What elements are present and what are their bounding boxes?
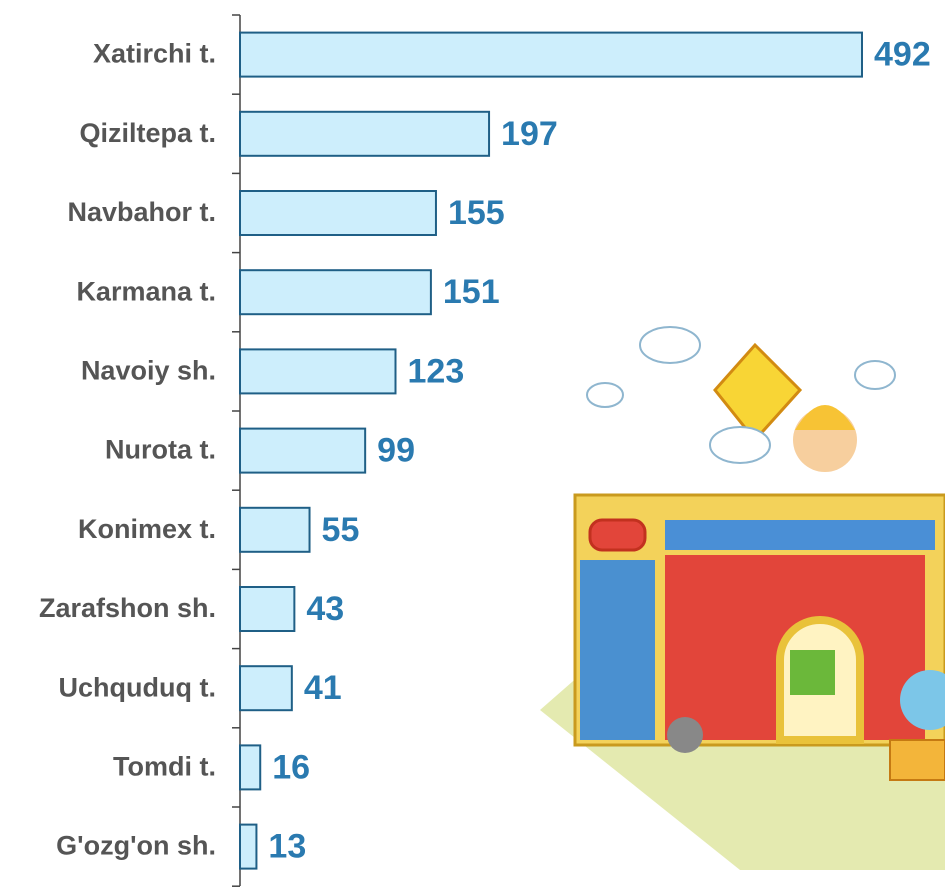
category-label: Zarafshon sh.: [39, 593, 216, 623]
category-label: Navbahor t.: [67, 197, 216, 227]
bar: [239, 31, 863, 78]
bar: [239, 110, 491, 157]
category-label: Nurota t.: [105, 435, 216, 465]
bar: [239, 586, 296, 632]
value-label: 151: [443, 273, 500, 311]
bar: [239, 269, 432, 316]
bar: [239, 190, 437, 236]
category-label: Karmana t.: [76, 276, 216, 306]
bar: [239, 348, 397, 395]
value-label: 55: [322, 511, 360, 549]
value-label: 99: [377, 432, 415, 470]
category-label: Uchquduq t.: [59, 672, 216, 702]
value-label: 43: [306, 590, 344, 628]
category-label: Navoiy sh.: [81, 356, 216, 386]
category-label: G'ozg'on sh.: [56, 831, 216, 861]
bar: [239, 665, 293, 712]
category-label: Xatirchi t.: [93, 39, 216, 69]
value-label: 41: [304, 669, 342, 707]
value-label: 197: [501, 115, 558, 153]
category-label: Konimex t.: [78, 514, 216, 544]
bar: [239, 427, 367, 474]
value-label: 13: [268, 828, 306, 866]
category-label: Qiziltepa t.: [79, 118, 216, 148]
value-label: 123: [408, 352, 465, 390]
illustration: [540, 326, 945, 870]
category-label: Tomdi t.: [113, 752, 216, 782]
bar: [239, 506, 311, 553]
value-label: 16: [272, 748, 310, 786]
bar: [239, 823, 258, 870]
bar: [239, 744, 262, 791]
value-label: 155: [448, 194, 505, 232]
value-label: 492: [874, 36, 931, 74]
